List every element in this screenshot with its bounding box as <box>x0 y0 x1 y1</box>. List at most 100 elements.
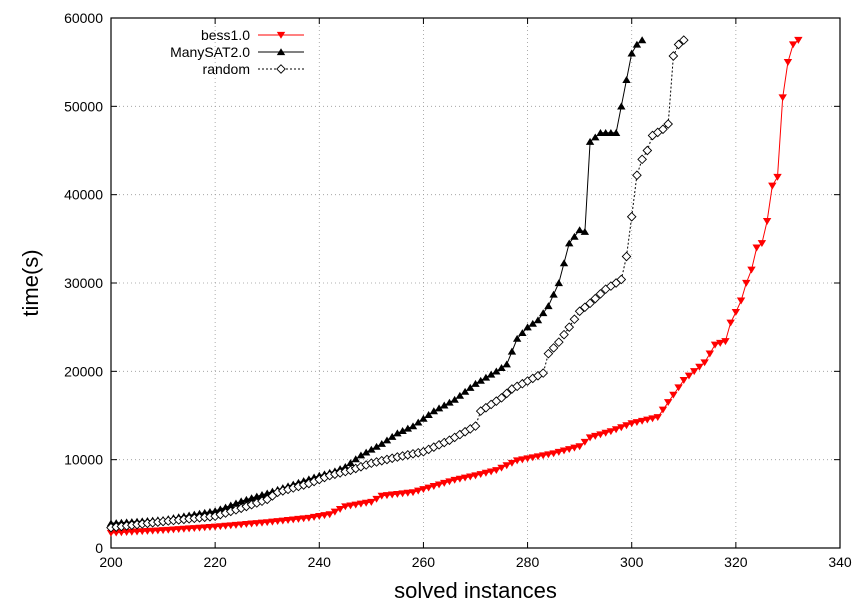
series-point <box>403 489 413 497</box>
series-point <box>695 363 704 371</box>
series-point <box>289 516 298 524</box>
series-point <box>626 211 637 222</box>
series-point <box>112 529 121 537</box>
series-point <box>372 495 381 503</box>
series-point <box>361 448 371 456</box>
series-point <box>408 489 418 497</box>
series-point <box>335 505 345 513</box>
series-point <box>528 454 537 462</box>
series-point <box>481 469 491 477</box>
series-point <box>257 519 267 527</box>
x-tick-label: 200 <box>99 554 123 570</box>
series-point <box>434 404 444 412</box>
series-point <box>637 36 647 44</box>
series-point <box>565 239 574 247</box>
series-point <box>679 377 688 384</box>
series-point <box>492 467 501 475</box>
series-point <box>174 526 183 534</box>
series-point <box>361 499 371 507</box>
series-point <box>221 503 230 511</box>
series-point <box>773 173 782 181</box>
series-point <box>538 309 548 317</box>
series-point <box>549 450 558 458</box>
series-point <box>580 227 590 235</box>
series-point <box>231 499 241 507</box>
series-point <box>548 343 559 353</box>
series-point <box>414 487 423 495</box>
series-point <box>622 422 631 430</box>
series-point <box>471 379 480 387</box>
series-point <box>710 341 720 349</box>
series-point <box>497 364 506 371</box>
series-point <box>216 505 225 513</box>
series-point <box>668 51 679 61</box>
x-tick-label: 320 <box>724 554 748 570</box>
series-point <box>585 298 595 309</box>
series-point <box>559 329 569 340</box>
series-point <box>460 474 470 482</box>
series-point <box>601 429 610 437</box>
series-point <box>216 523 225 531</box>
series-point <box>757 240 767 248</box>
series-point <box>690 368 699 376</box>
series-point <box>164 526 173 534</box>
series-point <box>663 399 673 407</box>
series-point <box>591 133 600 141</box>
series-point <box>236 521 246 529</box>
series-point <box>367 498 376 506</box>
series-point <box>419 486 428 494</box>
series-point <box>642 145 653 156</box>
series-point <box>507 347 517 355</box>
legend-label-manysat: ManySAT2.0 <box>170 44 250 60</box>
series-point <box>351 455 360 463</box>
legend-marker <box>276 64 286 74</box>
series-point <box>226 522 235 530</box>
series-point <box>429 483 439 490</box>
series-point <box>569 314 580 325</box>
series-point <box>553 337 564 348</box>
series-point <box>658 406 668 414</box>
series-point <box>528 319 537 327</box>
series-point <box>367 445 376 453</box>
series-point <box>283 517 293 524</box>
series-point <box>424 484 433 492</box>
series-point <box>486 468 496 476</box>
series-point <box>242 521 251 528</box>
series-point <box>606 428 616 436</box>
series-point <box>742 279 751 287</box>
series-point <box>674 384 683 392</box>
series-point <box>127 528 137 536</box>
series-point <box>653 414 662 422</box>
series-point <box>595 289 606 299</box>
series-point <box>466 383 475 391</box>
series-point <box>450 476 459 484</box>
y-tick-label: 60000 <box>64 10 103 26</box>
series-point <box>481 373 491 381</box>
series-point <box>512 334 522 342</box>
series-point <box>247 520 256 528</box>
series-point <box>684 372 694 380</box>
series-point <box>783 59 793 66</box>
series-point <box>627 420 636 428</box>
series-point <box>138 528 147 536</box>
y-tick-label: 40000 <box>64 187 103 203</box>
series-point <box>492 367 501 375</box>
x-tick-label: 240 <box>308 554 332 570</box>
series-point <box>158 527 168 535</box>
series-point <box>252 520 261 528</box>
series-point <box>496 392 507 403</box>
series-point <box>476 376 485 384</box>
series-point <box>486 370 496 378</box>
series-point <box>330 508 340 516</box>
series-point <box>424 411 433 418</box>
series-point <box>382 492 392 500</box>
series-point <box>533 316 543 324</box>
series-point <box>278 517 288 525</box>
series-point <box>585 137 595 145</box>
x-axis-label: solved instances <box>394 578 557 603</box>
series-point <box>143 527 152 535</box>
series-point <box>106 529 116 537</box>
series-point <box>502 462 511 470</box>
series-point <box>559 447 569 455</box>
